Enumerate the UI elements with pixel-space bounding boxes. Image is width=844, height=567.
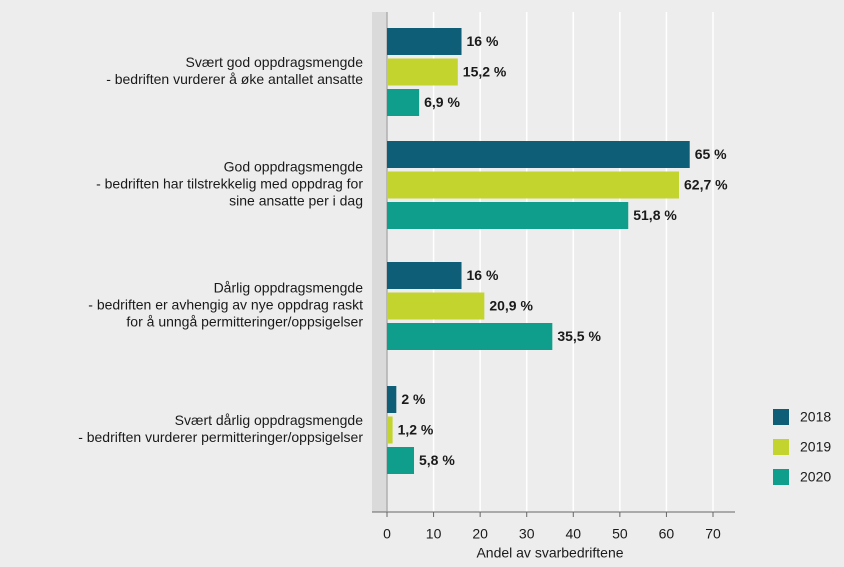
bar xyxy=(387,447,415,474)
bar xyxy=(387,202,629,229)
category-label: - bedriften vurderer permitteringer/opps… xyxy=(78,429,363,445)
value-label: 65 % xyxy=(695,146,727,162)
x-tick-label: 50 xyxy=(612,526,628,542)
legend-label: 2018 xyxy=(800,409,831,425)
bar xyxy=(387,89,420,116)
bar xyxy=(387,58,458,86)
value-label: 2 % xyxy=(401,391,426,407)
bar xyxy=(387,386,397,413)
category-label: - bedriften har tilstrekkelig med oppdra… xyxy=(96,176,363,192)
x-axis-label: Andel av svarbedriftene xyxy=(476,545,623,561)
bar xyxy=(387,141,690,168)
value-label: 1,2 % xyxy=(398,422,434,438)
category-label: - bedriften vurderer å øke antallet ansa… xyxy=(106,71,363,87)
category-label: - bedriften er avhengig av nye oppdrag r… xyxy=(88,297,363,313)
x-tick-label: 10 xyxy=(426,526,442,542)
category-label: Svært god oppdragsmengde xyxy=(186,54,364,70)
x-tick-label: 40 xyxy=(565,526,581,542)
x-tick-label: 60 xyxy=(659,526,675,542)
x-tick-label: 30 xyxy=(519,526,535,542)
bar xyxy=(387,28,462,55)
legend-swatch xyxy=(773,439,789,455)
x-tick-label: 20 xyxy=(472,526,488,542)
axis-shade xyxy=(372,12,387,512)
category-label: Svært dårlig oppdragsmengde xyxy=(175,412,364,428)
bar xyxy=(387,323,553,350)
value-label: 5,8 % xyxy=(419,452,455,468)
x-tick-label: 0 xyxy=(383,526,391,542)
legend-label: 2019 xyxy=(800,439,831,455)
value-label: 20,9 % xyxy=(489,298,533,314)
value-label: 16 % xyxy=(467,267,499,283)
bar xyxy=(387,416,393,444)
bar xyxy=(387,292,485,320)
value-label: 35,5 % xyxy=(557,328,601,344)
legend-swatch xyxy=(773,409,789,425)
legend-swatch xyxy=(773,469,789,485)
value-label: 51,8 % xyxy=(633,207,677,223)
bar xyxy=(387,171,680,199)
category-label: Dårlig oppdragsmengde xyxy=(214,280,364,296)
value-label: 62,7 % xyxy=(684,177,728,193)
value-label: 16 % xyxy=(467,33,499,49)
bar xyxy=(387,262,462,289)
value-label: 6,9 % xyxy=(424,94,460,110)
category-label: God oppdragsmengde xyxy=(224,159,364,175)
value-label: 15,2 % xyxy=(463,64,507,80)
category-label: for å unngå permitteringer/oppsigelser xyxy=(126,314,363,330)
category-label: sine ansatte per i dag xyxy=(229,193,363,209)
x-tick-label: 70 xyxy=(705,526,721,542)
legend-label: 2020 xyxy=(800,469,831,485)
